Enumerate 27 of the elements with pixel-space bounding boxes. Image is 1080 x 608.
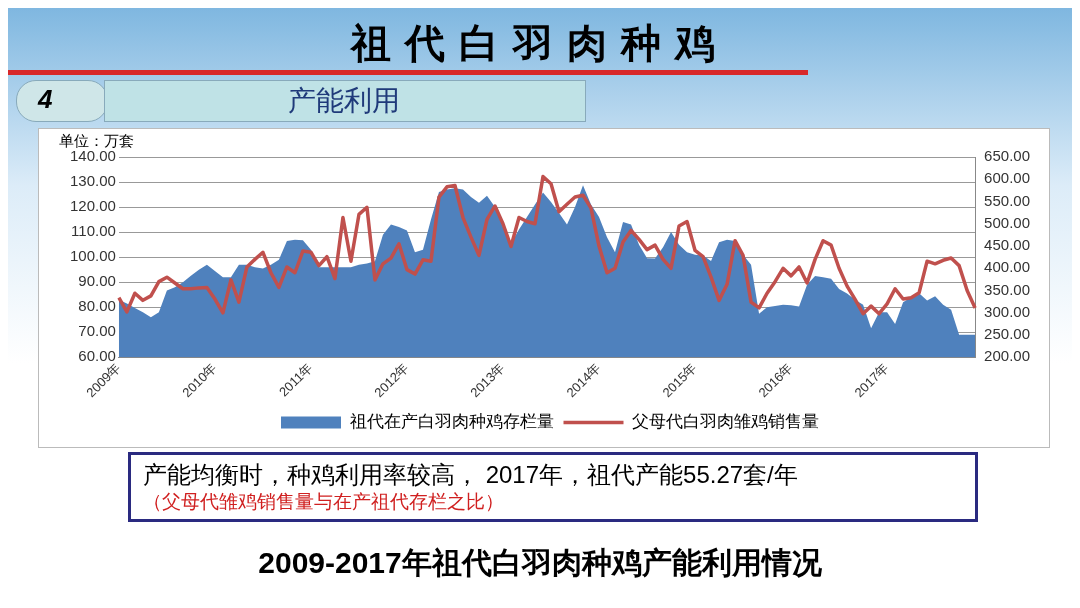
y2-tick-label: 250.00 [984,325,1031,343]
legend-label: 祖代在产白羽肉种鸡存栏量 [349,412,554,432]
y2-tick-label: 400.00 [984,258,1031,276]
text: （父母代雏鸡销售量与在产祖代存栏之比） [143,490,505,515]
y-tick-label: 130.00 [69,172,116,190]
y2-tick-label: 550.00 [984,191,1031,209]
y2-tick-label: 600.00 [984,169,1031,187]
y-tick-label: 70.00 [78,322,116,340]
y-tick-label: 140.00 [69,147,116,165]
y2-tick-label: 650.00 [984,147,1031,165]
y-axis-title: 单位：万套 [58,131,134,149]
y-tick-label: 90.00 [78,272,116,290]
y2-tick-label: 200.00 [984,347,1031,365]
y-tick-label: 60.00 [78,347,116,365]
text: 4 [38,84,53,115]
y2-tick-label: 500.00 [984,213,1031,231]
chart-title: 祖代白羽肉种鸡 [349,20,730,67]
y-tick-label: 110.00 [71,222,116,240]
y2-tick-label: 450.00 [984,236,1031,254]
y2-tick-label: 350.00 [984,280,1031,298]
y-tick-label: 120.00 [69,197,116,215]
y2-tick-label: 300.00 [984,302,1031,320]
text: 产能均衡时，种鸡利用率较高， 2017年，祖代产能55.27套/年 [143,460,799,490]
text: 2009-2017年祖代白羽肉种鸡产能利用情况 [257,545,823,581]
y-tick-label: 100.00 [69,247,116,265]
y-tick-label: 80.00 [78,297,116,315]
legend-label: 父母代白羽肉雏鸡销售量 [632,412,819,432]
